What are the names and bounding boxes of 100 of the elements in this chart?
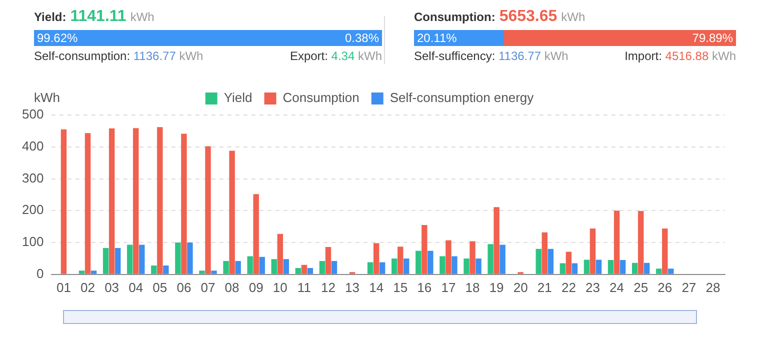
bar [614, 210, 620, 274]
bar [608, 260, 614, 274]
x-tick-label: 11 [297, 280, 311, 295]
x-tick-label: 15 [393, 280, 408, 295]
text: 4.34 [331, 49, 355, 63]
x-tick-label: 24 [610, 280, 624, 295]
x-tick-label: 13 [345, 280, 360, 295]
legend-label: Consumption [282, 90, 360, 106]
bar [488, 244, 494, 274]
bar [283, 259, 289, 274]
x-tick-label: 23 [586, 280, 600, 295]
text: 99.62% [34, 30, 344, 46]
x-tick-label: 06 [176, 280, 192, 295]
bar [223, 261, 229, 274]
bar [325, 246, 332, 274]
bar [566, 252, 572, 274]
y-axis-title: kWh [34, 90, 60, 105]
x-tick-label: 17 [441, 280, 456, 295]
bar [464, 258, 470, 274]
x-tick-label: 18 [465, 280, 480, 295]
x-tick-label: 21 [537, 280, 552, 295]
text: 5653.65 [499, 8, 558, 26]
x-tick-label: 04 [128, 280, 144, 295]
y-tick-label: 0 [36, 266, 44, 281]
bar [151, 265, 157, 274]
bar [157, 127, 163, 274]
x-tick-label: 12 [320, 280, 336, 295]
bar [199, 270, 205, 274]
text: Self-consumption: [34, 49, 130, 63]
bar [596, 260, 602, 274]
bar [500, 244, 506, 274]
text: kWh [358, 49, 382, 63]
x-tick-label: 26 [658, 280, 672, 295]
text: Self-sufficency: [414, 49, 496, 63]
x-tick-label: 14 [369, 280, 384, 295]
bar [440, 256, 446, 274]
bar [301, 264, 308, 274]
x-tick-label: 19 [489, 280, 504, 295]
bar [133, 128, 139, 274]
x-tick-label: 08 [224, 280, 240, 295]
bar [331, 261, 338, 274]
bar [84, 133, 91, 274]
x-tick-label: 01 [56, 280, 71, 295]
bar [398, 246, 404, 274]
bar [470, 241, 476, 274]
x-tick-label: 25 [634, 280, 648, 295]
bar [422, 224, 428, 274]
x-tick-label: 27 [682, 280, 696, 295]
x-tick-label: 09 [248, 280, 264, 295]
bar [205, 146, 211, 274]
bar [102, 248, 109, 274]
bar [175, 242, 181, 274]
bar [446, 240, 452, 274]
bar [668, 268, 674, 274]
bar [632, 262, 638, 274]
bar [253, 194, 259, 274]
text: 1136.77 [498, 49, 541, 63]
legend-label: Yield [224, 90, 252, 106]
x-tick-label: 07 [200, 280, 216, 295]
bar [90, 270, 97, 274]
y-tick-label: 100 [22, 234, 44, 250]
x-tick-label: 02 [80, 280, 95, 295]
bar [476, 258, 482, 274]
x-tick-label: 05 [152, 280, 168, 295]
text: kWh [712, 49, 736, 63]
bar [548, 248, 554, 274]
bar [373, 243, 380, 274]
bar [139, 244, 145, 274]
text: 0.38% [344, 30, 382, 46]
bar [277, 234, 283, 274]
bar [187, 242, 193, 274]
bar [235, 261, 241, 274]
text: Consumption: [414, 10, 496, 24]
bar [560, 263, 566, 274]
bar [404, 258, 410, 274]
x-tick-label: 03 [104, 280, 120, 295]
text: Import: [624, 49, 662, 63]
text: kWh [130, 10, 154, 24]
bar [319, 261, 326, 274]
bar [590, 228, 596, 274]
bar [494, 207, 500, 274]
text: 4516.88 [665, 49, 709, 63]
y-tick-label: 400 [22, 138, 44, 154]
bar [536, 248, 542, 274]
bar [247, 256, 253, 274]
text: 20.11% [414, 30, 504, 46]
bar [638, 210, 644, 274]
bar [572, 263, 578, 274]
legend-label: Self-consumption energy [390, 90, 534, 106]
bar [662, 228, 668, 274]
bar [78, 270, 85, 274]
text: Export: [290, 49, 328, 63]
bar [379, 262, 386, 274]
bar [108, 128, 115, 274]
bar [656, 268, 662, 274]
bar [644, 262, 650, 274]
y-tick-label: 300 [22, 170, 44, 186]
text: kWh [544, 49, 568, 63]
x-tick-label: 10 [272, 280, 288, 295]
text: 1141.11 [70, 8, 126, 26]
